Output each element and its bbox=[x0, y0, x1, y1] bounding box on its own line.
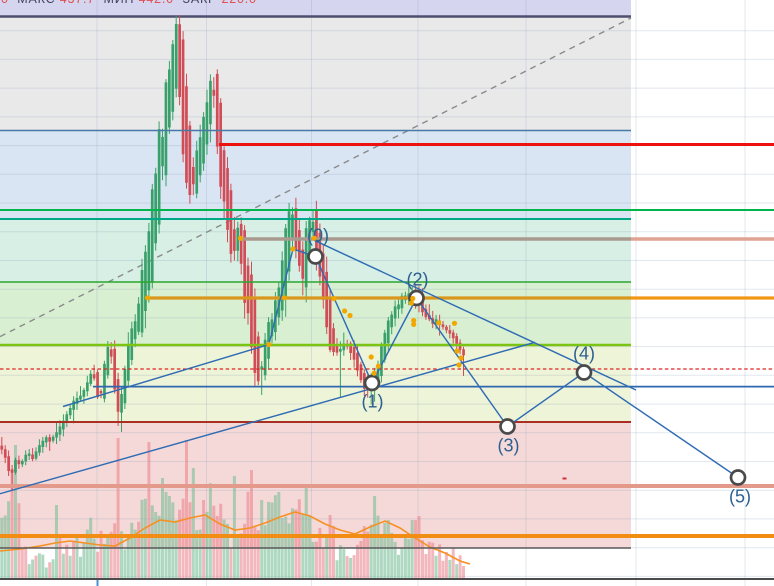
svg-text:(1): (1) bbox=[362, 392, 384, 412]
svg-text:(0): (0) bbox=[307, 226, 329, 246]
svg-text:(2): (2) bbox=[407, 270, 429, 290]
svg-text:(4): (4) bbox=[573, 344, 595, 364]
svg-text:(5): (5) bbox=[729, 487, 751, 507]
svg-text:(3): (3) bbox=[498, 436, 520, 456]
